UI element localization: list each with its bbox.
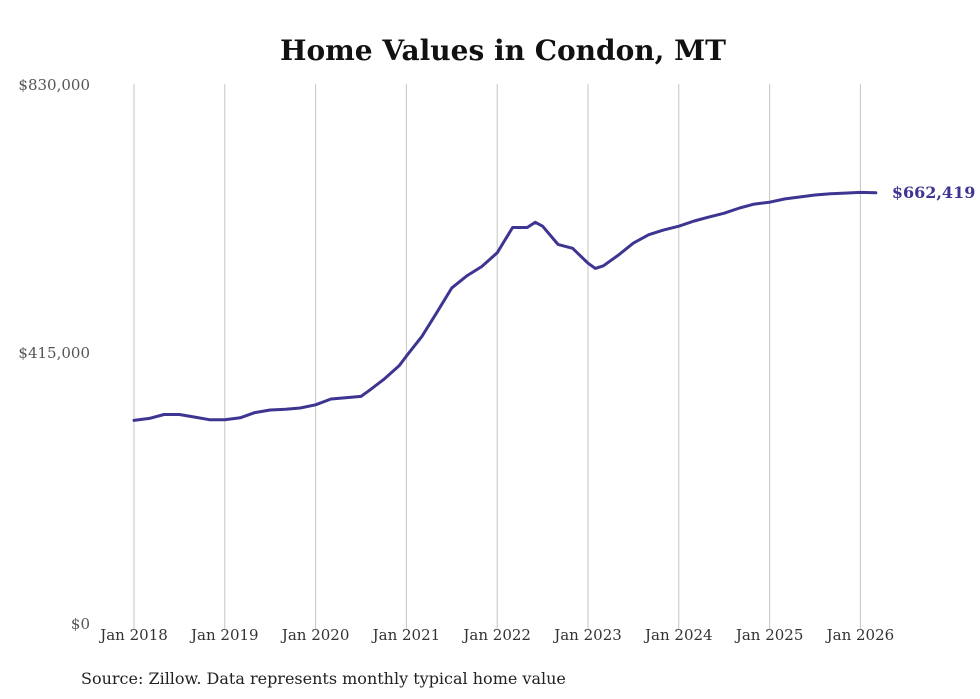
x-tick-label: Jan 2021 [371, 626, 441, 644]
x-tick-label: Jan 2026 [825, 626, 895, 644]
y-tick-label: $830,000 [18, 76, 90, 94]
x-tick-label: Jan 2019 [189, 626, 259, 644]
y-tick-label: $415,000 [18, 344, 90, 362]
x-tick-label: Jan 2023 [552, 626, 622, 644]
chart-title: Home Values in Condon, MT [280, 34, 726, 67]
x-tick-label: Jan 2022 [461, 626, 531, 644]
series-line [132, 190, 878, 422]
x-axis: Jan 2018 Jan 2019 Jan 2020 Jan 2021 Jan 2022… [98, 626, 894, 644]
x-tick-label: Jan 2024 [643, 626, 713, 644]
y-axis: $0 $415,000 $830,000 [18, 76, 90, 633]
y-tick-label: $0 [71, 615, 90, 633]
x-tick-label: Jan 2020 [280, 626, 350, 644]
x-tick-label: Jan 2018 [98, 626, 168, 644]
gridlines [133, 84, 861, 630]
x-tick-label: Jan 2025 [734, 626, 804, 644]
end-value-label: $662,419 [892, 183, 976, 202]
source-note: Source: Zillow. Data represents monthly … [81, 669, 566, 688]
